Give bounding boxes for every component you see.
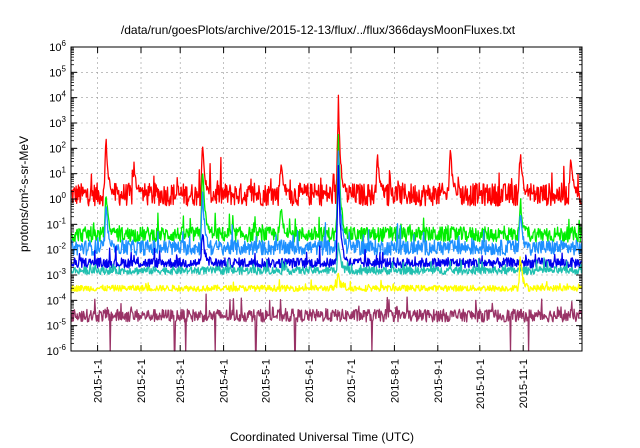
y-tick-labels: 10-6 10-5 10-4 10-3 10-2 10-1 100 101 102 103 104 1… — [47, 39, 67, 358]
x-tick-label: 2015-11-1 — [518, 359, 530, 408]
x-tick-label: 2015-8-1 — [389, 359, 401, 403]
x-tick-label: 2015-10-1 — [475, 359, 487, 409]
chart-title: /data/run/goesPlots/archive/2015-12-13/f… — [121, 23, 516, 37]
y-tick-label: 100 — [49, 191, 66, 206]
y-tick-label: 10-2 — [47, 242, 67, 257]
axis-ticks — [71, 46, 582, 352]
y-tick-label: 105 — [49, 64, 66, 79]
x-tick-label: 2015-7-1 — [346, 359, 358, 403]
x-tick-label: 2015-3-1 — [175, 359, 187, 403]
y-axis-label: protons/cm²-s-sr-MeV — [17, 136, 31, 252]
series-line-7 — [70, 293, 583, 352]
y-tick-label: 10-4 — [47, 292, 67, 307]
y-tick-label: 102 — [49, 140, 66, 155]
series-line-1 — [70, 94, 583, 207]
y-tick-label: 10-6 — [47, 343, 67, 358]
series-line-3 — [70, 150, 583, 256]
x-tick-label: 2015-4-1 — [219, 359, 231, 403]
x-tick-label: 2015-6-1 — [304, 359, 316, 403]
x-tick-labels: 2015-1-1 2015-2-1 2015-3-1 2015-4-1 2015-5-1… — [93, 359, 531, 409]
series-line-2 — [70, 133, 583, 243]
x-axis-label: Coordinated Universal Time (UTC) — [230, 430, 414, 444]
series-line-6 — [70, 256, 583, 292]
x-tick-label: 2015-1-1 — [93, 359, 105, 403]
series-group — [70, 94, 583, 352]
y-tick-label: 10-5 — [47, 318, 67, 333]
y-tick-label: 106 — [49, 39, 66, 54]
y-tick-label: 101 — [49, 166, 66, 181]
series-line-5 — [70, 242, 583, 275]
y-tick-label: 104 — [49, 90, 66, 105]
y-tick-label: 10-1 — [47, 216, 67, 231]
y-tick-label: 10-3 — [47, 267, 67, 282]
x-tick-label: 2015-2-1 — [136, 359, 148, 403]
x-tick-label: 2015-5-1 — [261, 359, 273, 403]
y-tick-label: 103 — [49, 115, 66, 130]
series-line-4 — [70, 165, 583, 269]
x-tick-label: 2015-9-1 — [433, 359, 445, 403]
